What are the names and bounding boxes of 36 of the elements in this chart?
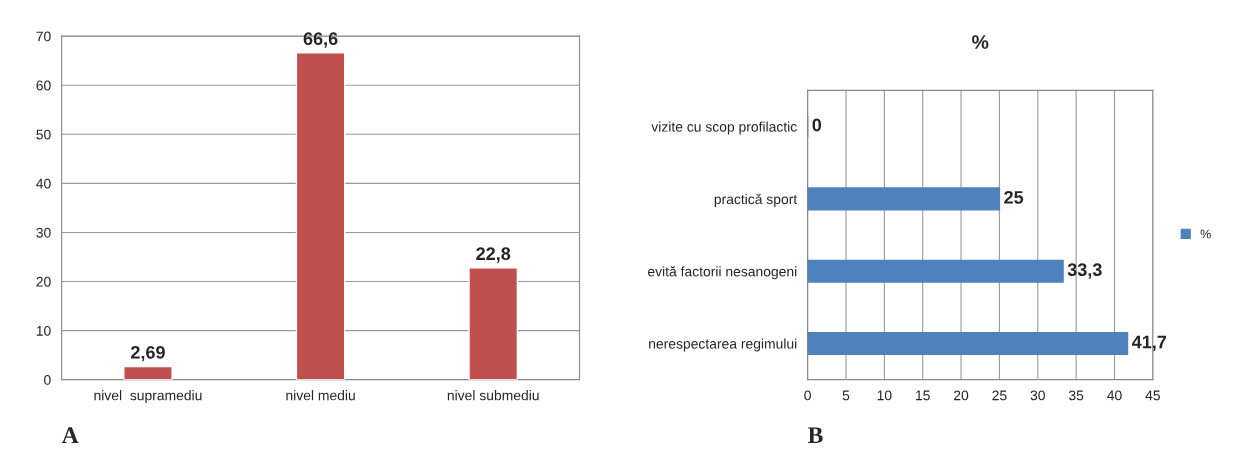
x-tick-label: 5 — [842, 390, 850, 401]
y-tick-label: evită factorii nesanogeni — [648, 266, 797, 280]
legend-label: % — [1200, 229, 1211, 239]
x-tick-label: nivel submediu — [447, 390, 539, 401]
x-tick-label: nivel mediu — [286, 390, 355, 401]
x-tick-label: 25 — [992, 390, 1007, 401]
data-label: 22,8 — [476, 247, 511, 263]
y-tick-label: vizite cu scop profilactic — [651, 121, 797, 135]
x-tick-label: 45 — [1145, 390, 1160, 401]
x-tick-label: 0 — [804, 390, 811, 401]
x-tick-label: 30 — [1030, 390, 1045, 401]
y-tick-label: 10 — [36, 325, 51, 336]
y-tick-label: nerespectarea regimului — [649, 338, 797, 352]
x-tick-label: 15 — [916, 390, 930, 401]
y-tick-label: practică sport — [714, 193, 798, 207]
x-tick-label: 20 — [954, 390, 969, 401]
x-tick-label: nivel supramediu — [94, 390, 202, 404]
data-label: 2,69 — [131, 345, 165, 362]
data-label: 33,3 — [1067, 263, 1102, 279]
y-tick-label: 50 — [36, 129, 51, 140]
x-tick-label: 35 — [1068, 390, 1084, 401]
y-tick-label: 40 — [36, 178, 51, 189]
x-tick-label: 40 — [1107, 390, 1122, 401]
text: A — [61, 427, 79, 443]
data-label: 25 — [1004, 190, 1024, 204]
y-tick-label: 30 — [36, 227, 51, 238]
y-tick-label: 0 — [44, 375, 51, 385]
chart-title: % — [972, 35, 989, 49]
y-tick-label: 60 — [36, 80, 51, 91]
y-tick-label: 20 — [36, 276, 51, 287]
y-tick-label: 70 — [36, 31, 51, 42]
data-label: 0 — [812, 118, 822, 132]
data-label: 41,7 — [1131, 335, 1167, 351]
data-label: 66,6 — [303, 32, 338, 48]
text: B — [808, 427, 823, 444]
x-tick-label: 10 — [877, 390, 892, 401]
